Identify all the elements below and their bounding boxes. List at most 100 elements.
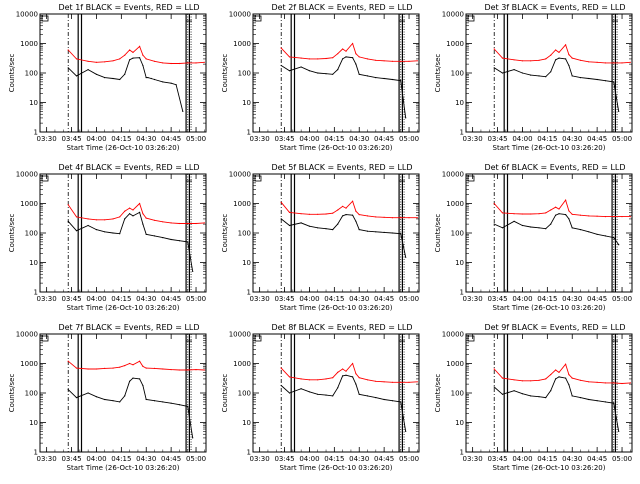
- data-point-events: [493, 223, 495, 225]
- x-tick-label: 05:00: [399, 295, 419, 303]
- y-tick-label: 1: [247, 129, 251, 137]
- x-tick-label: 03:45: [274, 295, 294, 303]
- data-point-events: [558, 213, 560, 215]
- data-point-lld: [67, 360, 69, 362]
- data-point-events: [67, 67, 69, 69]
- data-point-lld: [170, 222, 172, 224]
- y-tick-label: 1000: [446, 360, 464, 368]
- data-point-lld: [187, 369, 189, 371]
- data-point-events: [170, 82, 172, 84]
- data-point-events: [129, 213, 131, 215]
- data-point-events: [579, 397, 582, 399]
- data-point-events: [352, 57, 354, 59]
- data-point-lld: [145, 367, 147, 369]
- data-point-lld: [604, 62, 607, 64]
- x-axis-label: Start Time (26-Oct-10 03:26:20): [280, 464, 393, 472]
- data-point-lld: [545, 212, 547, 214]
- data-point-events: [358, 229, 360, 231]
- x-tick-label: 03:45: [274, 135, 294, 143]
- data-point-events: [150, 77, 152, 80]
- x-tick-label: 03:45: [487, 295, 507, 303]
- x-tick-label: 04:30: [562, 135, 582, 143]
- data-point-events: [75, 75, 78, 77]
- data-point-lld: [558, 51, 560, 54]
- data-point-lld: [416, 381, 418, 383]
- data-point-lld: [124, 210, 126, 212]
- data-point-events: [400, 80, 402, 82]
- data-point-events: [332, 395, 334, 397]
- data-point-lld: [613, 382, 615, 384]
- y-tick-label: 10: [455, 419, 464, 427]
- y-axis-label: Counts/sec: [8, 54, 16, 93]
- data-point-lld: [408, 60, 410, 62]
- x-tick-label: 04:15: [324, 135, 344, 143]
- data-point-events: [300, 66, 302, 68]
- series-line-lld: [67, 360, 205, 371]
- data-point-events: [142, 64, 144, 67]
- data-point-events: [358, 393, 360, 395]
- data-point-events: [95, 73, 97, 75]
- data-point-lld: [75, 58, 78, 60]
- data-point-lld: [416, 60, 418, 62]
- data-point-events: [308, 391, 310, 393]
- data-point-events: [355, 220, 357, 222]
- data-point-events: [352, 376, 354, 378]
- data-point-events: [153, 400, 156, 402]
- data-point-lld: [203, 61, 205, 63]
- data-point-lld: [162, 368, 164, 370]
- chart-title: Det 7f BLACK = Events, RED = LLD: [58, 323, 199, 332]
- series-line-events: [67, 211, 194, 272]
- data-point-lld: [153, 219, 156, 221]
- data-point-lld: [383, 60, 385, 62]
- data-point-lld: [579, 214, 582, 216]
- data-point-lld: [530, 213, 532, 215]
- y-tick-label: 1000: [233, 40, 251, 48]
- data-point-lld: [530, 380, 532, 382]
- y-tick-label: 100: [238, 390, 251, 398]
- data-point-lld: [332, 377, 334, 379]
- data-point-lld: [300, 378, 302, 380]
- x-tick-label: 04:30: [349, 135, 369, 143]
- y-tick-label: 1: [460, 129, 464, 137]
- data-point-events: [405, 430, 407, 432]
- data-point-events: [405, 117, 407, 119]
- x-tick-label: 04:15: [537, 135, 557, 143]
- data-point-events: [521, 72, 524, 74]
- data-point-lld: [538, 59, 540, 61]
- data-point-lld: [558, 371, 560, 373]
- x-tick-label: 03:45: [61, 455, 81, 463]
- data-point-events: [391, 78, 393, 81]
- data-point-events: [112, 77, 114, 80]
- data-point-lld: [621, 62, 623, 64]
- y-tick-label: 1: [460, 289, 464, 297]
- data-point-events: [366, 230, 369, 232]
- x-axis-label: Start Time (26-Oct-10 03:26:20): [67, 464, 180, 472]
- data-point-lld: [280, 47, 282, 49]
- data-point-events: [596, 78, 598, 81]
- y-tick-label: 100: [238, 230, 251, 238]
- x-tick-label: 04:15: [324, 455, 344, 463]
- data-point-events: [545, 228, 547, 230]
- series-line-events: [494, 213, 620, 245]
- x-tick-label: 05:00: [612, 295, 632, 303]
- x-tick-label: 04:15: [111, 455, 131, 463]
- data-point-lld: [501, 57, 504, 59]
- data-point-lld: [300, 57, 302, 59]
- data-point-events: [383, 231, 385, 233]
- data-point-lld: [391, 217, 393, 219]
- data-point-lld: [317, 379, 319, 381]
- x-tick-label: 04:00: [512, 295, 532, 303]
- data-point-lld: [67, 204, 69, 206]
- data-point-lld: [139, 202, 141, 205]
- data-point-events: [400, 233, 402, 235]
- x-tick-label: 05:00: [186, 135, 206, 143]
- data-point-events: [104, 398, 106, 401]
- data-point-lld: [545, 58, 547, 60]
- data-point-events: [317, 227, 319, 229]
- x-tick-label: 04:00: [512, 455, 532, 463]
- x-tick-label: 04:30: [349, 455, 369, 463]
- data-point-events: [579, 77, 582, 79]
- series-line-lld: [67, 45, 205, 64]
- data-point-lld: [588, 381, 590, 383]
